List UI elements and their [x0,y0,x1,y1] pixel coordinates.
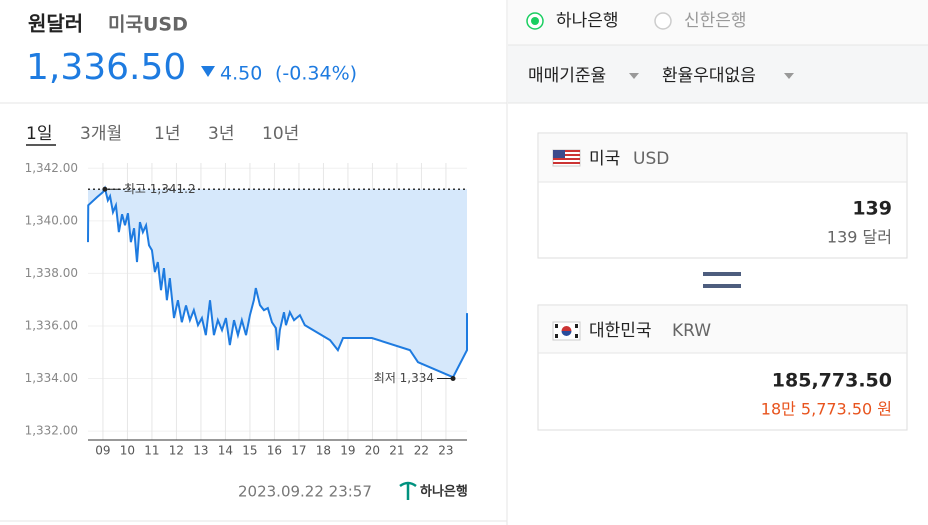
us-flag [552,149,581,167]
country: 미국 [589,149,620,169]
currency-code: USD [633,149,669,169]
tab[interactable]: 10년 [262,124,299,144]
low-label: 최저 1,334 [374,371,434,385]
bank-option[interactable]: 신한은행 [684,11,747,31]
currency-code: KRW [672,321,711,341]
tab[interactable]: 3개월 [80,124,122,144]
title: 원달러 [28,12,83,36]
kr-flag [552,321,581,341]
x-tick-label: 16 [267,444,282,458]
bank-option[interactable]: 하나은행 [556,11,619,31]
x-tick-label: 22 [414,444,429,458]
source-logo: 하나은행 [420,484,468,500]
y-tick-label: 1,334.00 [25,371,78,385]
card-header [539,134,906,182]
radio-dot [531,17,539,25]
change-pct: (-0.34%) [275,63,357,85]
amount-output: 185,773.50 [772,370,892,392]
x-tick-label: 17 [291,444,306,458]
x-tick-label: 15 [242,444,257,458]
high-label: 최고 1,341.2 [124,182,196,196]
tab[interactable]: 1일 [26,124,52,144]
y-tick-label: 1,332.00 [25,424,78,438]
down-arrow [201,66,215,77]
bank-row [508,0,928,45]
x-tick-label: 23 [438,444,453,458]
y-tick-label: 1,342.00 [25,161,78,175]
tab[interactable]: 1년 [154,124,180,144]
area [88,188,467,378]
x-tick-label: 13 [193,444,208,458]
timestamp: 2023.09.22 23:57 [238,483,372,501]
y-tick-label: 1,338.00 [25,266,78,280]
y-tick-label: 1,340.00 [25,213,78,227]
x-tick-label: 19 [340,444,355,458]
x-tick-label: 12 [169,444,184,458]
amount-input[interactable]: 139 [852,198,892,220]
amount-text: 18만 5,773.50 원 [761,400,892,419]
caret [629,73,639,79]
amount-text: 139 달러 [827,228,892,247]
dropdown[interactable]: 환율우대없음 [662,66,756,86]
subtitle: 미국USD [108,14,188,36]
dropdown[interactable]: 매매기준율 [528,66,606,86]
equals-bar [703,284,741,288]
y-tick-label: 1,336.00 [25,318,78,332]
x-tick-label: 14 [218,444,233,458]
change: 4.50 [220,63,262,85]
caret [784,73,794,79]
logo-icon [399,481,417,500]
option-row [508,45,928,103]
chart: 1,332.00 1,334.00 1,336.00 1,338.00 1,340.00… [25,161,468,458]
equals-bar [703,272,741,276]
x-tick-label: 09 [95,444,110,458]
card-header [539,306,906,353]
tab[interactable]: 3년 [208,124,234,144]
x-tick-label: 18 [316,444,331,458]
x-tick-label: 10 [120,444,135,458]
x-tick-label: 11 [144,444,159,458]
country: 대한민국 [589,321,652,341]
x-tick-label: 20 [365,444,380,458]
x-tick-label: 21 [389,444,404,458]
price: 1,336.50 [26,47,186,88]
price-line [87,185,468,379]
radio[interactable] [654,12,672,30]
